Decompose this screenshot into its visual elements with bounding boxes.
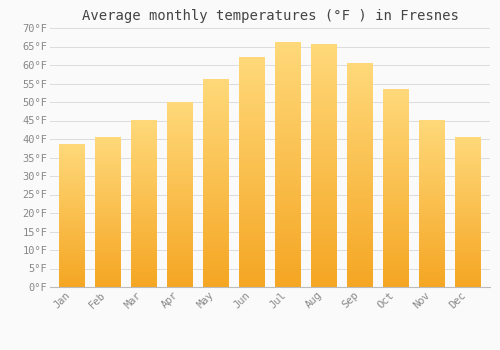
Title: Average monthly temperatures (°F ) in Fresnes: Average monthly temperatures (°F ) in Fr… — [82, 9, 458, 23]
